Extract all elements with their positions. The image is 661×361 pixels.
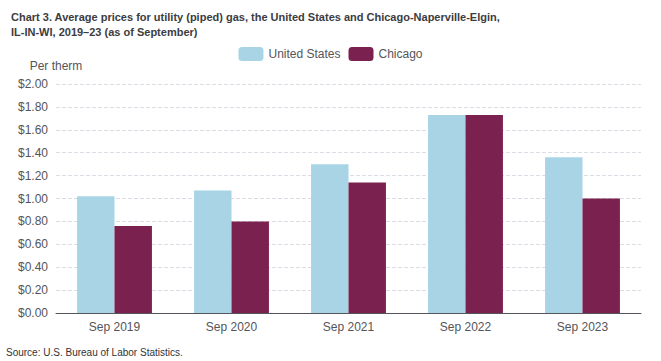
svg-text:Per therm: Per therm: [30, 59, 83, 73]
svg-text:Sep 2019: Sep 2019: [89, 320, 141, 334]
svg-text:$0.80: $0.80: [18, 214, 48, 228]
svg-text:$1.60: $1.60: [18, 123, 48, 137]
svg-text:Sep 2022: Sep 2022: [440, 320, 492, 334]
svg-text:$1.40: $1.40: [18, 146, 48, 160]
svg-text:Sep 2023: Sep 2023: [557, 320, 609, 334]
svg-text:Chicago: Chicago: [379, 47, 423, 61]
svg-text:$0.00: $0.00: [18, 306, 48, 320]
svg-text:Source: U.S. Bureau of Labor S: Source: U.S. Bureau of Labor Statistics.: [6, 347, 183, 358]
svg-text:Chart 3. Average prices for ut: Chart 3. Average prices for utility (pip…: [11, 11, 500, 23]
svg-text:Sep 2021: Sep 2021: [323, 320, 375, 334]
svg-text:Sep 2020: Sep 2020: [206, 320, 258, 334]
svg-text:$0.40: $0.40: [18, 260, 48, 274]
svg-text:United States: United States: [268, 47, 340, 61]
svg-text:$0.20: $0.20: [18, 283, 48, 297]
svg-text:$0.60: $0.60: [18, 237, 48, 251]
svg-text:$1.00: $1.00: [18, 192, 48, 206]
svg-text:$1.20: $1.20: [18, 169, 48, 183]
svg-text:$1.80: $1.80: [18, 100, 48, 114]
svg-text:$2.00: $2.00: [18, 77, 48, 91]
svg-text:IL-IN-WI, 2019–23 (as of Septe: IL-IN-WI, 2019–23 (as of September): [11, 26, 198, 38]
